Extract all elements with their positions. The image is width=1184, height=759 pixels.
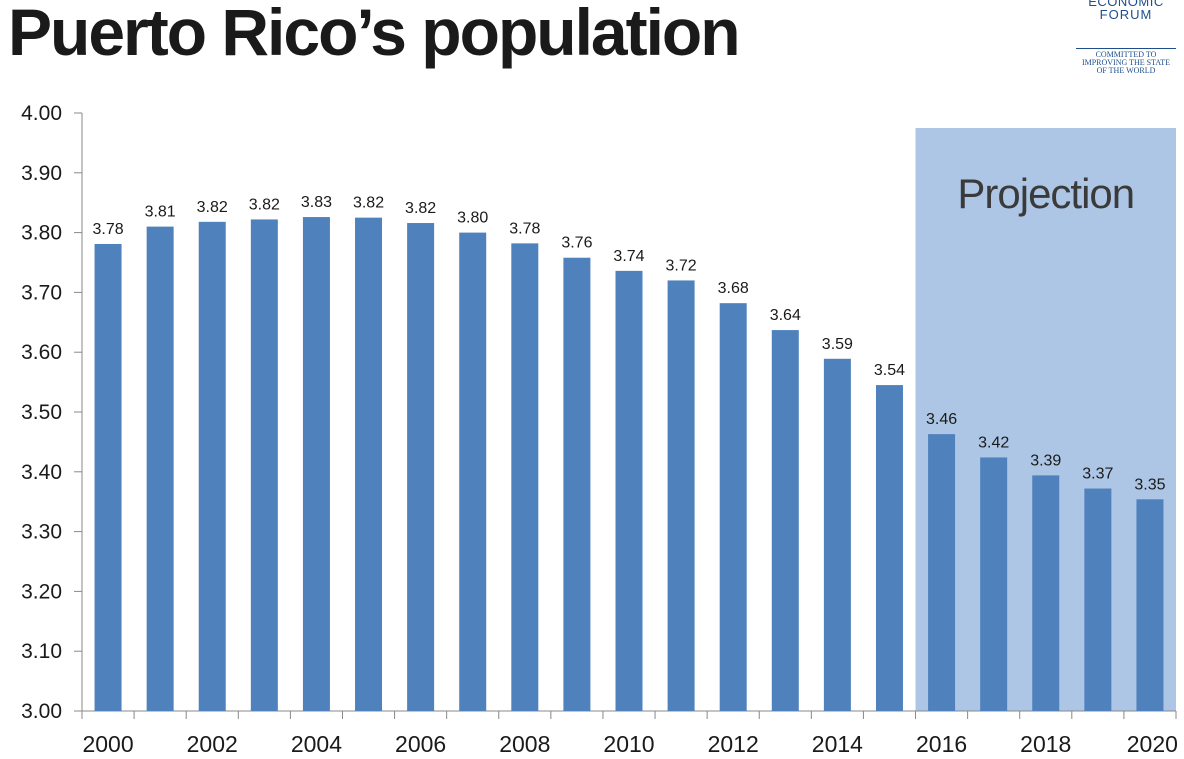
bar [407,223,435,712]
data-label: 3.46 [926,411,957,428]
x-tick-label: 2008 [499,731,550,757]
logo-line-1: ECONOMIC [1088,0,1164,9]
bar [823,358,851,711]
data-label: 3.74 [613,248,644,265]
y-tick-label: 4.00 [21,102,62,125]
bar [1084,488,1112,711]
chart-title: Puerto Rico’s population [8,0,741,69]
x-tick-label: 2010 [603,731,654,757]
bar [928,434,956,711]
bar [1032,475,1060,711]
bar [198,221,226,711]
bar [355,217,383,711]
bar [615,270,643,711]
bar [302,217,330,711]
x-tick-label: 2016 [916,731,967,757]
y-tick-label: 3.80 [21,222,62,245]
forum-logo: ECONOMIC FORUM COMMITTED TO IMPROVING TH… [1072,0,1180,80]
data-label: 3.54 [874,362,905,379]
data-label: 3.59 [822,336,853,353]
y-tick-label: 3.30 [21,521,62,544]
bar [459,232,487,711]
data-label: 3.37 [1082,466,1113,483]
logo-tagline-2: IMPROVING THE STATE [1081,58,1171,67]
data-label: 3.82 [249,196,280,213]
x-tick-label: 2018 [1020,731,1071,757]
data-label: 3.35 [1134,476,1165,493]
data-label: 3.80 [457,210,488,227]
projection-label: Projection [957,170,1134,217]
data-label: 3.39 [1030,452,1061,469]
bar [771,330,799,711]
bar [94,243,122,711]
y-tick-label: 3.20 [21,580,62,603]
logo-tagline-3: OF THE WORLD [1096,66,1156,75]
data-label: 3.64 [770,307,801,324]
y-tick-label: 3.70 [21,281,62,304]
x-tick-label: 2012 [708,731,759,757]
y-tick-label: 3.90 [21,162,62,185]
data-label: 3.82 [353,195,384,212]
x-tick-label: 2020 [1127,731,1178,757]
y-tick-label: 3.10 [21,640,62,663]
bar [980,457,1008,711]
bar [1136,499,1164,711]
y-tick-label: 3.60 [21,341,62,364]
x-tick-label: 2002 [187,731,238,757]
y-tick-label: 3.00 [21,700,62,723]
bar [667,280,695,711]
x-tick-label: 2006 [395,731,446,757]
bar [511,243,539,711]
bar [875,385,903,711]
data-label: 3.78 [509,220,540,237]
data-label: 3.81 [145,204,176,221]
data-label: 3.68 [718,280,749,297]
y-tick-label: 3.50 [21,401,62,424]
bar [719,303,747,711]
x-tick-label: 2000 [82,731,133,757]
logo-tagline-1: COMMITTED TO [1095,50,1157,59]
x-tick-label: 2004 [291,731,342,757]
data-label: 3.82 [405,200,436,217]
data-label: 3.76 [561,235,592,252]
data-label: 3.42 [978,434,1009,451]
data-label: 3.83 [301,194,332,211]
data-label: 3.72 [666,257,697,274]
bar [146,226,174,711]
data-label: 3.82 [197,199,228,216]
x-tick-label: 2014 [812,731,863,757]
logo-rule [1076,48,1176,49]
bar [563,257,591,711]
bar [250,219,278,711]
data-label: 3.78 [92,221,123,238]
logo-line-2: FORUM [1099,7,1153,22]
y-tick-label: 3.40 [21,461,62,484]
